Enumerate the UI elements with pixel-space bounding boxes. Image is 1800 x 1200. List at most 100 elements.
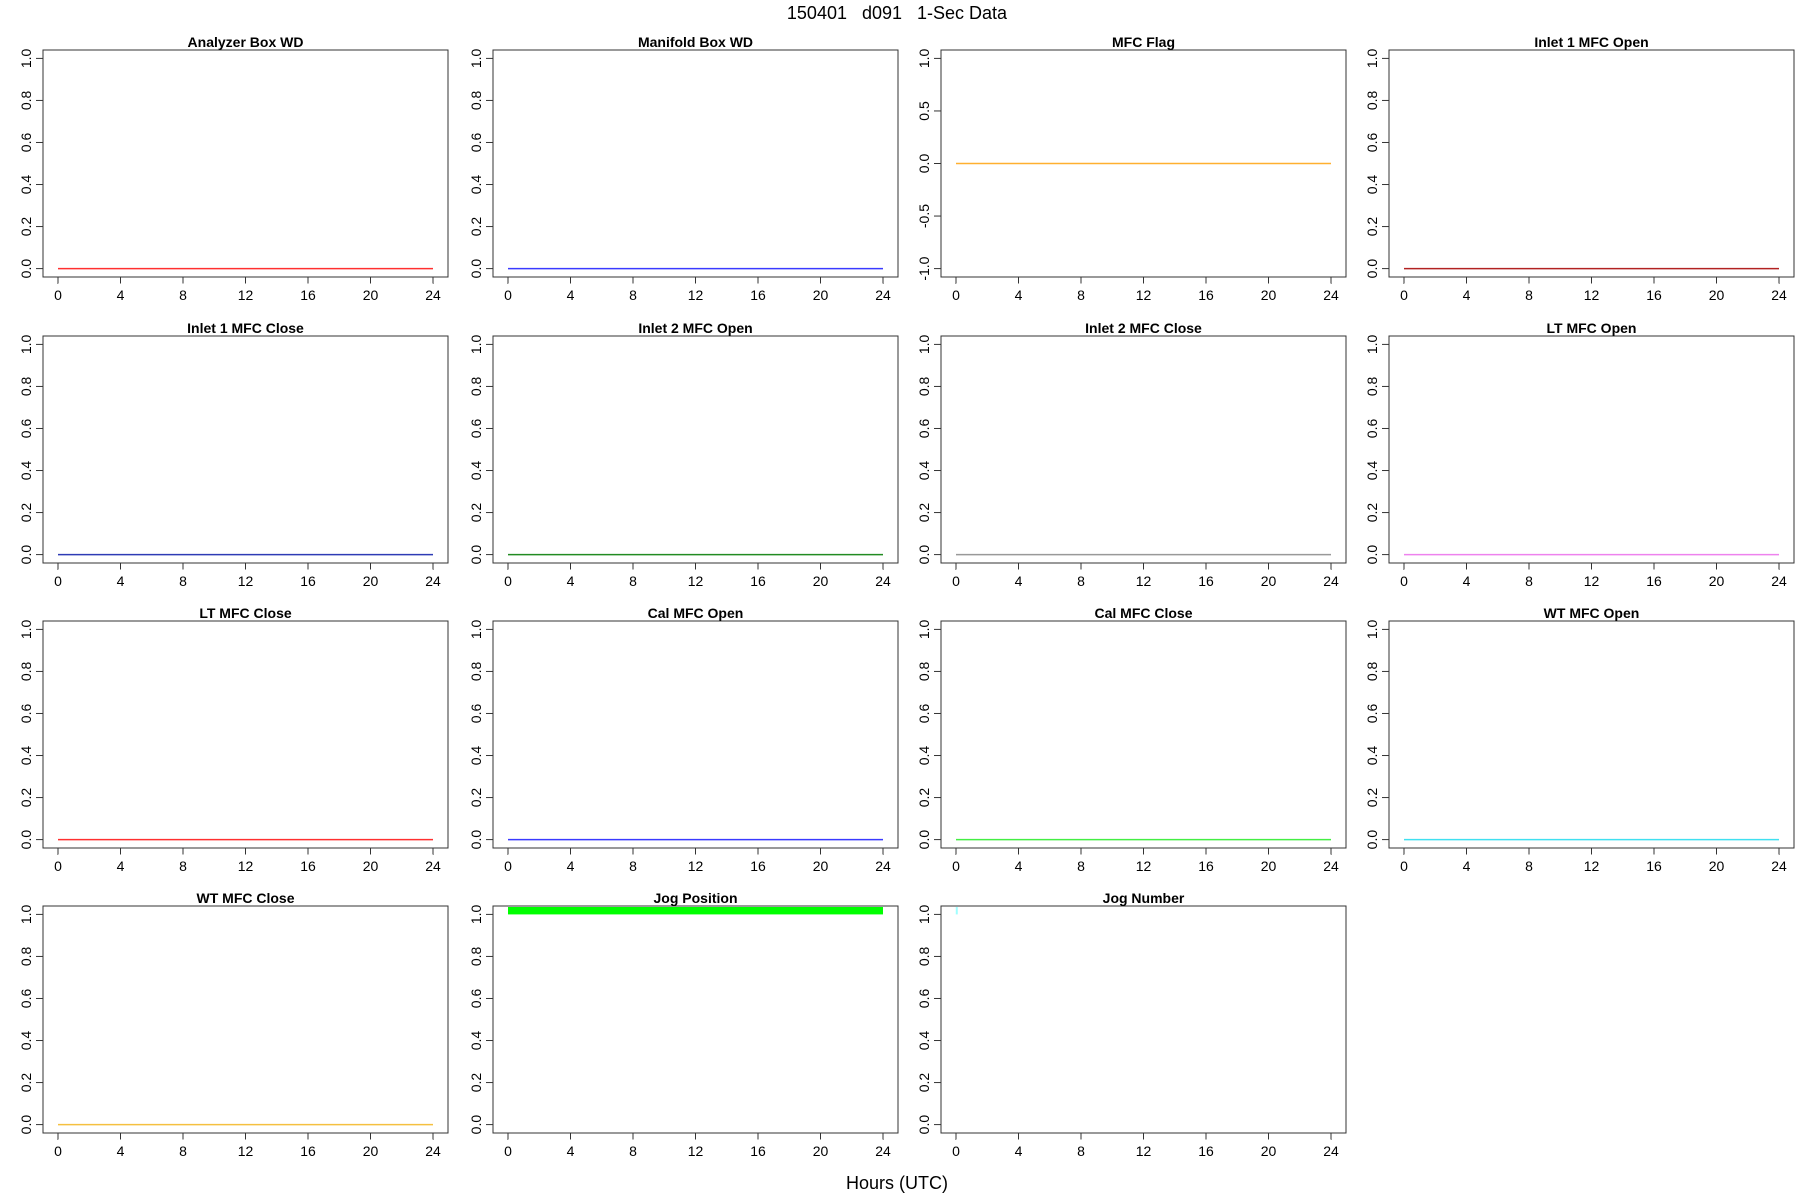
x-tick-label: 20: [813, 573, 829, 589]
x-tick-label: 12: [238, 1143, 254, 1159]
x-tick-label: 4: [567, 1143, 575, 1159]
y-tick-label: 0.8: [468, 91, 484, 111]
y-tick-label: 0.2: [18, 1073, 34, 1093]
x-tick-label: 16: [1198, 287, 1214, 303]
y-tick-label: 0.8: [18, 662, 34, 682]
y-tick-label: 0.4: [468, 1031, 484, 1051]
x-tick-label: 24: [425, 858, 441, 874]
x-tick-label: 0: [54, 287, 62, 303]
x-tick-label: 20: [1709, 573, 1725, 589]
plot-frame: [940, 905, 1347, 1134]
x-tick-label: 0: [504, 858, 512, 874]
y-tick-label: 0.4: [1364, 746, 1380, 766]
x-tick-label: 4: [567, 287, 575, 303]
y-tick-label: 0.4: [916, 746, 932, 766]
chart-panel: Jog Number 0 4 8 12 16 20 24 0.0 0.2 0.4 0.6 0.8 1.0: [916, 890, 1347, 1159]
x-tick-label: 8: [1525, 287, 1533, 303]
y-tick-label: 0.0: [1364, 830, 1380, 850]
x-tick-label: 24: [1323, 573, 1339, 589]
x-tick-label: 12: [688, 287, 704, 303]
x-tick-label: 24: [1323, 858, 1339, 874]
x-tick-label: 4: [1463, 858, 1471, 874]
y-tick-label: -1.0: [916, 256, 932, 280]
x-tick-label: 24: [1771, 858, 1787, 874]
x-tick-label: 16: [300, 1143, 316, 1159]
panel-title: Cal MFC Open: [648, 605, 744, 621]
x-axis-label: Hours (UTC): [846, 1173, 948, 1193]
x-tick-label: 24: [875, 287, 891, 303]
y-tick-label: 0.4: [916, 1031, 932, 1051]
x-tick-label: 0: [54, 573, 62, 589]
chart-panel: LT MFC Open 0 4 8 12 16 20 24 0.0 0.2 0.4 0.6 0.8 1.0: [1364, 320, 1795, 589]
panel-title: Inlet 1 MFC Open: [1534, 34, 1648, 50]
y-tick-label: 0.6: [468, 419, 484, 439]
y-tick-label: 0.8: [1364, 91, 1380, 111]
x-tick-label: 16: [300, 287, 316, 303]
x-tick-label: 12: [688, 573, 704, 589]
chart-panel: Analyzer Box WD 0 4 8 12 16 20 24 0.0 0.2 0.4 0.6 0.…: [18, 34, 449, 303]
panels: Analyzer Box WD 0 4 8 12 16 20 24 0.0 0.2 0.4 0.6 0.…: [18, 34, 1795, 1159]
y-tick-label: 0.0: [916, 154, 932, 174]
x-tick-label: 24: [1323, 287, 1339, 303]
x-tick-label: 4: [1015, 573, 1023, 589]
y-tick-label: 0.8: [1364, 662, 1380, 682]
x-tick-label: 24: [875, 573, 891, 589]
plot-frame: [492, 49, 899, 278]
y-tick-label: 0.0: [916, 1115, 932, 1135]
y-tick-label: 1.0: [1364, 48, 1380, 68]
y-tick-label: 0.8: [18, 91, 34, 111]
plot-frame: [42, 335, 449, 564]
y-tick-label: 0.0: [18, 1115, 34, 1135]
x-tick-label: 0: [54, 858, 62, 874]
y-tick-label: 1.0: [18, 334, 34, 354]
y-tick-label: 0.0: [468, 1115, 484, 1135]
plot-frame: [1388, 620, 1795, 849]
x-tick-label: 0: [1400, 287, 1408, 303]
y-tick-label: 1.0: [916, 904, 932, 924]
chart-panel: LT MFC Close 0 4 8 12 16 20 24 0.0 0.2 0.4 0.6 0.8 1.…: [18, 605, 449, 874]
y-tick-label: 0.0: [916, 545, 932, 565]
x-tick-label: 8: [1077, 858, 1085, 874]
y-tick-label: 1.0: [18, 48, 34, 68]
y-tick-label: 0.2: [916, 788, 932, 808]
x-tick-label: 24: [425, 287, 441, 303]
x-tick-label: 16: [300, 858, 316, 874]
plot-frame: [940, 335, 1347, 564]
panel-title: MFC Flag: [1112, 34, 1175, 50]
x-tick-label: 12: [1136, 1143, 1152, 1159]
y-tick-label: 0.6: [468, 704, 484, 724]
plot-frame: [1388, 335, 1795, 564]
x-tick-label: 12: [688, 1143, 704, 1159]
x-tick-label: 4: [1015, 1143, 1023, 1159]
x-tick-label: 20: [363, 573, 379, 589]
x-tick-label: 24: [1771, 287, 1787, 303]
y-tick-label: 0.2: [18, 788, 34, 808]
y-tick-label: 0.6: [18, 419, 34, 439]
y-tick-label: 0.6: [18, 989, 34, 1009]
y-tick-label: 0.2: [468, 788, 484, 808]
x-tick-label: 20: [1261, 858, 1277, 874]
panel-title: LT MFC Close: [199, 605, 292, 621]
x-tick-label: 0: [1400, 573, 1408, 589]
panel-title: Inlet 2 MFC Open: [638, 320, 752, 336]
y-tick-label: 0.4: [468, 461, 484, 481]
x-tick-label: 8: [179, 858, 187, 874]
x-tick-label: 16: [1198, 1143, 1214, 1159]
y-tick-label: 0.2: [468, 217, 484, 237]
x-tick-label: 8: [179, 1143, 187, 1159]
y-tick-label: 0.4: [1364, 461, 1380, 481]
x-tick-label: 0: [504, 287, 512, 303]
chart-panel: WT MFC Close 0 4 8 12 16 20 24 0.0 0.2 0.4 0.6 0.8 1.…: [18, 890, 449, 1159]
y-tick-label: 0.8: [916, 662, 932, 682]
chart-panel: WT MFC Open 0 4 8 12 16 20 24 0.0 0.2 0.4 0.6 0.8 1.0: [1364, 605, 1795, 874]
x-tick-label: 4: [117, 573, 125, 589]
x-tick-label: 16: [300, 573, 316, 589]
x-tick-label: 4: [567, 573, 575, 589]
y-tick-label: 0.4: [468, 746, 484, 766]
x-tick-label: 20: [813, 287, 829, 303]
x-tick-label: 16: [1646, 287, 1662, 303]
x-tick-label: 16: [750, 1143, 766, 1159]
x-tick-label: 4: [1015, 287, 1023, 303]
x-tick-label: 8: [629, 287, 637, 303]
x-tick-label: 16: [1198, 858, 1214, 874]
